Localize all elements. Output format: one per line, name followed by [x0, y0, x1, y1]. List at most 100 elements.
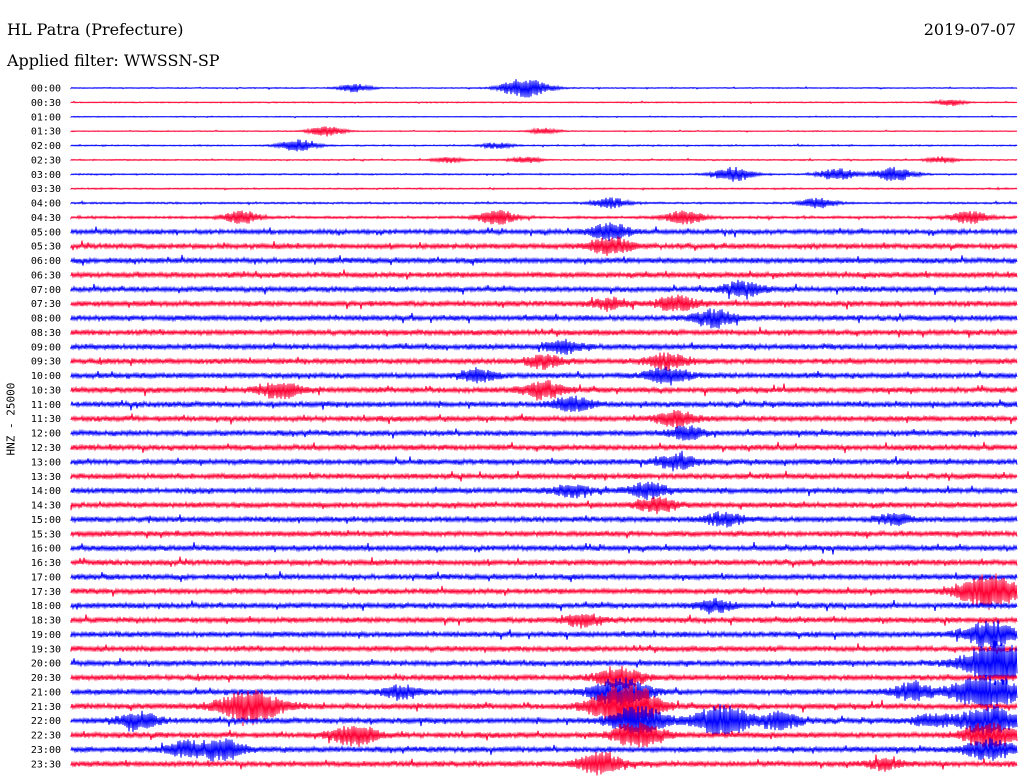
time-tick-label: 07:30	[31, 299, 61, 310]
time-tick-label: 03:30	[31, 184, 61, 195]
time-tick-label: 15:30	[31, 529, 61, 540]
trace-line-1130	[70, 409, 1018, 429]
time-tick-label: 22:30	[31, 731, 61, 742]
trace-line-0400	[70, 197, 1018, 209]
trace-line-1030	[70, 379, 1018, 401]
trace-line-0930	[70, 352, 1018, 371]
trace-line-2100	[70, 674, 1018, 709]
trace-line-1000	[70, 366, 1018, 386]
trace-line-0830	[70, 326, 1018, 338]
time-tick-label: 01:30	[31, 127, 61, 138]
time-tick-label: 13:30	[31, 472, 61, 483]
time-tick-label: 02:00	[31, 141, 61, 152]
trace-line-0500	[70, 222, 1018, 241]
time-tick-label: 04:00	[31, 199, 61, 210]
time-tick-label: 05:30	[31, 242, 61, 253]
trace-line-0630	[70, 269, 1018, 280]
time-tick-label: 00:00	[31, 84, 61, 95]
trace-line-0800	[70, 308, 1018, 329]
trace-line-1630	[70, 556, 1018, 568]
trace-line-1730	[70, 573, 1018, 610]
time-tick-label: 19:30	[31, 644, 61, 655]
trace-line-0530	[70, 236, 1018, 256]
time-tick-label: 16:30	[31, 558, 61, 569]
trace-line-2030	[70, 665, 1018, 689]
time-tick-label: 10:30	[31, 385, 61, 396]
time-tick-label: 00:30	[31, 98, 61, 109]
trace-line-1700	[70, 571, 1018, 583]
trace-line-1230	[70, 441, 1018, 454]
time-tick-label: 04:30	[31, 213, 61, 224]
time-tick-label: 14:30	[31, 501, 61, 512]
time-tick-label: 21:00	[31, 687, 61, 698]
trace-line-1100	[70, 395, 1018, 413]
time-tick-label: 08:30	[31, 328, 61, 339]
time-tick-label: 19:00	[31, 630, 61, 641]
trace-line-2200	[70, 703, 1018, 737]
time-tick-label: 18:30	[31, 616, 61, 627]
time-tick-label: 01:00	[31, 112, 61, 123]
time-tick-label: 10:00	[31, 371, 61, 382]
time-tick-label: 13:00	[31, 457, 61, 468]
trace-line-1830	[70, 613, 1018, 629]
plot-date: 2019-07-07	[923, 20, 1016, 39]
trace-line-1930	[70, 643, 1018, 654]
filter-label: Applied filter: WWSSN-SP	[7, 51, 220, 70]
time-tick-label: 21:30	[31, 702, 61, 713]
trace-line-1900	[70, 619, 1018, 649]
trace-line-1530	[70, 529, 1018, 539]
trace-line-0430	[70, 209, 1018, 225]
station-title: HL Patra (Prefecture)	[7, 20, 184, 39]
trace-line-1300	[70, 450, 1018, 472]
time-tick-label: 20:30	[31, 673, 61, 684]
time-tick-label: 12:30	[31, 443, 61, 454]
trace-line-1500	[70, 511, 1018, 528]
trace-line-0330	[70, 186, 1018, 191]
trace-line-0000	[70, 79, 1018, 98]
trace-line-0230	[70, 156, 1018, 164]
time-tick-label: 11:30	[31, 414, 61, 425]
time-tick-label: 08:00	[31, 314, 61, 325]
trace-line-0200	[70, 139, 1018, 152]
time-tick-label: 06:30	[31, 270, 61, 281]
time-tick-label: 05:00	[31, 227, 61, 238]
time-tick-label: 20:00	[31, 659, 61, 670]
trace-line-1330	[70, 470, 1018, 482]
time-tick-label: 23:00	[31, 745, 61, 756]
time-tick-label: 18:00	[31, 601, 61, 612]
trace-line-1200	[70, 425, 1018, 441]
time-tick-label: 16:00	[31, 544, 61, 555]
time-tick-label: 14:00	[31, 486, 61, 497]
time-tick-label: 12:00	[31, 429, 61, 440]
trace-line-2230	[70, 722, 1018, 749]
trace-line-0130	[70, 126, 1018, 137]
trace-line-0100	[70, 115, 1018, 119]
time-tick-label: 11:00	[31, 400, 61, 411]
time-tick-label: 02:30	[31, 155, 61, 166]
time-tick-label: 17:00	[31, 572, 61, 583]
time-tick-label: 07:00	[31, 285, 61, 296]
time-tick-label: 06:00	[31, 256, 61, 267]
time-tick-label: 17:30	[31, 587, 61, 598]
time-tick-label: 23:30	[31, 759, 61, 770]
time-tick-label: 09:00	[31, 342, 61, 353]
trace-line-0300	[70, 166, 1018, 182]
trace-line-0030	[70, 98, 1018, 107]
trace-line-2300	[70, 737, 1018, 762]
trace-line-2000	[70, 640, 1018, 686]
trace-line-1400	[70, 481, 1018, 501]
time-tick-label: 03:00	[31, 170, 61, 181]
trace-line-0600	[70, 254, 1018, 266]
trace-line-0700	[70, 279, 1018, 300]
trace-line-1430	[70, 496, 1018, 515]
time-tick-label: 22:00	[31, 716, 61, 727]
trace-line-2330	[70, 751, 1018, 776]
time-tick-label: 15:00	[31, 515, 61, 526]
trace-line-0900	[70, 338, 1018, 355]
time-tick-label: 09:30	[31, 357, 61, 368]
trace-line-1800	[70, 597, 1018, 615]
trace-line-1600	[70, 542, 1018, 555]
trace-line-2130	[70, 685, 1018, 729]
trace-line-0730	[70, 294, 1018, 312]
